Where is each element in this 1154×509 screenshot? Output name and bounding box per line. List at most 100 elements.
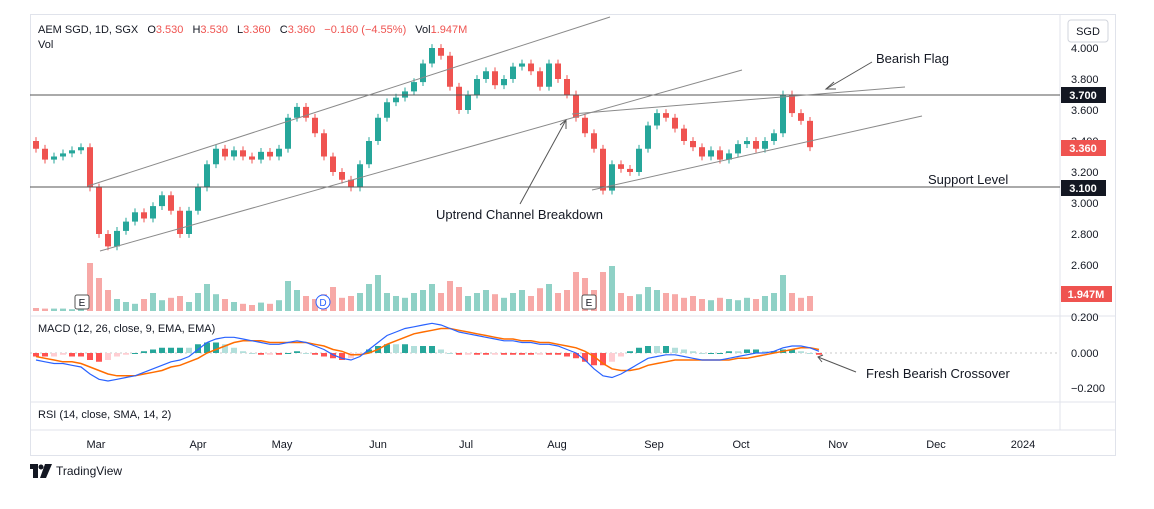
volume-bar <box>87 263 93 311</box>
candle-body <box>78 147 84 151</box>
close-value: 3.360 <box>288 24 316 36</box>
macd-histogram-bar <box>789 349 795 353</box>
macd-histogram-bar <box>177 347 183 353</box>
price-tick: 3.600 <box>1071 105 1099 117</box>
candle-body <box>618 164 624 169</box>
candle-body <box>546 63 552 87</box>
volume-bar <box>672 294 678 311</box>
candle-body <box>654 113 660 126</box>
flag-upper-line <box>571 86 906 115</box>
macd-histogram-bar <box>384 344 390 353</box>
macd-histogram-bar <box>447 353 453 354</box>
candle-body <box>672 117 678 129</box>
candle-body <box>312 117 318 134</box>
volume-bar <box>60 308 66 311</box>
candle-body <box>339 172 345 180</box>
time-tick: May <box>272 439 293 451</box>
candle-body <box>168 195 174 211</box>
volume-bar <box>528 296 534 311</box>
macd-histogram-bar <box>294 351 300 353</box>
candle-body <box>96 187 102 234</box>
candle-body <box>141 212 147 219</box>
volume-bar <box>573 272 579 311</box>
candle-body <box>231 150 237 157</box>
volume-bar <box>564 290 570 311</box>
currency-button[interactable]: SGD <box>1067 19 1109 43</box>
candle-body <box>510 66 516 79</box>
price-axis[interactable]: 4.000 3.800 3.600 3.400 3.200 3.000 2.80… <box>1071 43 1099 324</box>
macd-histogram-bar <box>798 351 804 353</box>
volume-bar <box>339 297 345 311</box>
candle-body <box>357 164 363 188</box>
macd-histogram-bar <box>60 353 66 355</box>
macd-histogram-bar <box>564 353 570 357</box>
volume-bar <box>429 284 435 311</box>
earnings-marker-2[interactable]: E <box>581 294 597 310</box>
earnings-marker-1[interactable]: E <box>74 294 90 310</box>
open-value: 3.530 <box>156 24 184 36</box>
macd-histogram-bar <box>402 344 408 353</box>
low-value: 3.360 <box>243 24 271 36</box>
macd-histogram-bar <box>690 351 696 353</box>
macd-tick: 0.000 <box>1071 348 1099 360</box>
volume-bar <box>600 272 606 311</box>
header-legend: AEM SGD, 1D, SGX O3.530 H3.530 L3.360 C3… <box>38 24 467 36</box>
arrow-bearish-flag <box>824 61 873 90</box>
volume-bar <box>753 299 759 311</box>
time-tick: Mar <box>87 439 106 451</box>
tradingview-brand[interactable]: TradingView <box>30 464 122 478</box>
volume-bar <box>105 290 111 311</box>
macd-histogram-bar <box>546 353 552 355</box>
candle-body <box>564 79 570 95</box>
candle-body <box>195 187 201 211</box>
candle-body <box>483 71 489 79</box>
macd-histogram-bar <box>213 342 219 353</box>
macd-histogram-bar <box>357 353 363 355</box>
candle-body <box>447 55 453 87</box>
vol-value: 1.947M <box>431 24 468 36</box>
macd-histogram-bar <box>735 351 741 353</box>
volume-bar <box>312 299 318 311</box>
candle-body <box>150 206 156 219</box>
volume-bar <box>645 287 651 311</box>
macd-histogram-bar <box>816 353 822 355</box>
macd-histogram-bar <box>474 353 480 355</box>
candle-body <box>609 164 615 191</box>
last-price-tag: 3.360 <box>1061 140 1106 156</box>
annotation-bearish-crossover: Fresh Bearish Crossover <box>866 366 1010 381</box>
volume-bar <box>663 293 669 311</box>
candle-body <box>267 151 273 157</box>
candle-body <box>348 179 354 188</box>
candle-body <box>384 102 390 118</box>
candle-body <box>177 210 183 234</box>
macd-histogram-bar <box>222 344 228 353</box>
macd-histogram-bar <box>411 346 417 353</box>
volume-bar <box>303 296 309 311</box>
volume-bar <box>114 299 120 311</box>
candle-body <box>420 63 426 83</box>
volume-bar <box>204 284 210 311</box>
candle-body <box>132 212 138 222</box>
candle-body <box>726 153 732 160</box>
price-tick: 2.600 <box>1071 260 1099 272</box>
candle-body <box>303 106 309 118</box>
macd-histogram-bar <box>87 353 93 360</box>
annotation-bearish-flag: Bearish Flag <box>876 51 949 66</box>
volume-bar <box>447 281 453 311</box>
macd-tick: −0.200 <box>1071 383 1105 395</box>
volume-bar <box>132 303 138 311</box>
dividend-marker[interactable]: D <box>315 294 331 310</box>
candle-body <box>663 113 669 118</box>
candle-body <box>519 63 525 67</box>
macd-histogram-bar <box>465 353 471 355</box>
volume-bar <box>294 290 300 311</box>
candle-body <box>213 148 219 165</box>
candle-body <box>474 79 480 95</box>
volume-bar <box>708 300 714 311</box>
macd-histogram-bar <box>483 353 489 355</box>
volume-bar <box>51 308 57 311</box>
time-axis[interactable]: Mar Apr May Jun Jul Aug Sep Oct Nov Dec … <box>87 439 1036 451</box>
volume-bar <box>276 300 282 311</box>
macd-histogram-bar <box>528 353 534 355</box>
